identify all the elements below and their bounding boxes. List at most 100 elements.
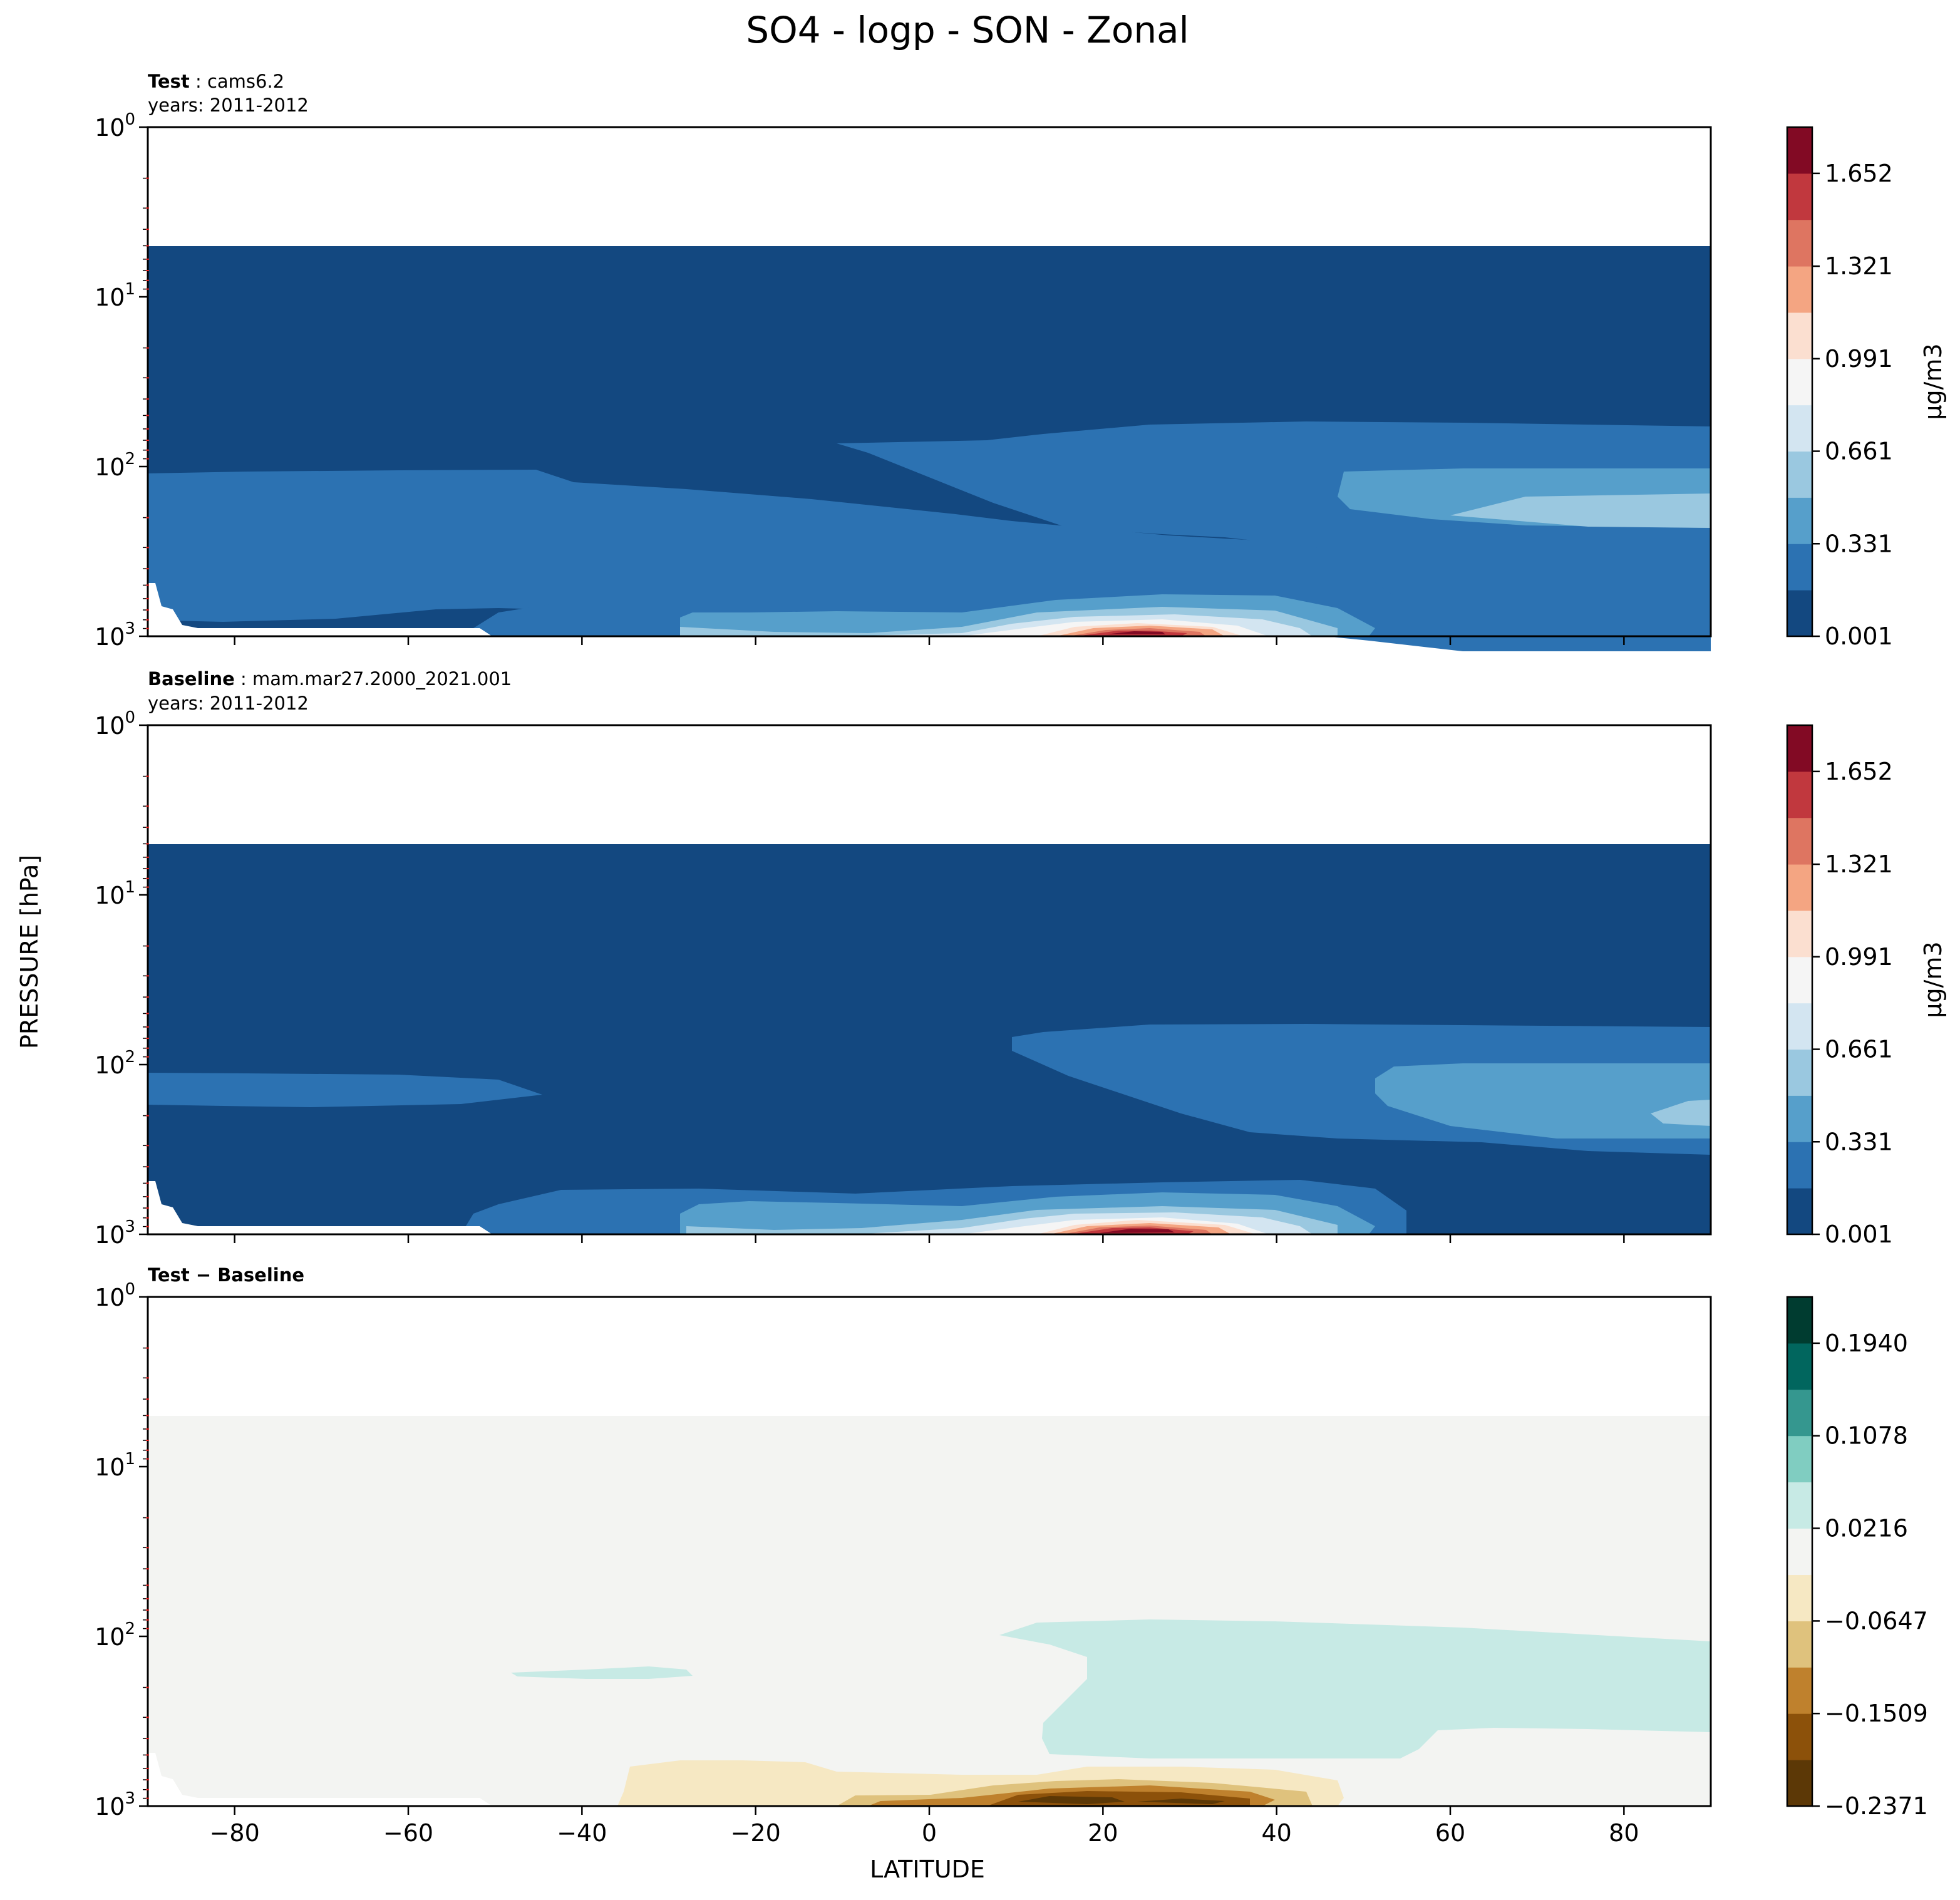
colorbar-tick-label: 0.331 xyxy=(1825,1128,1893,1155)
colorbar-swatch xyxy=(1787,1142,1812,1189)
y-tick-label: 102 xyxy=(95,1048,135,1079)
x-tick-label: −40 xyxy=(557,1819,607,1847)
y-tick-label: 103 xyxy=(95,1789,135,1820)
colorbar-swatch xyxy=(1787,725,1812,772)
colorbar-swatch xyxy=(1787,817,1812,865)
y-tick-exponent: 3 xyxy=(125,619,135,638)
colorbar-swatch xyxy=(1787,127,1812,174)
colorbar-tick-label: 0.661 xyxy=(1825,438,1893,465)
panel-baseline-years: years: 2011-2012 xyxy=(148,693,309,714)
field-negative-5 xyxy=(1018,1796,1125,1804)
colorbar-tick-label: −0.2371 xyxy=(1825,1792,1928,1820)
colorbar-swatch xyxy=(1787,544,1812,591)
colorbar-swatch xyxy=(1787,1343,1812,1390)
colorbar-tick-label: 0.001 xyxy=(1825,1221,1893,1248)
colorbar-swatch xyxy=(1787,1621,1812,1668)
x-tick-label: −20 xyxy=(731,1819,781,1847)
colorbar-swatch xyxy=(1787,1095,1812,1142)
field-negative-6 xyxy=(1137,1799,1225,1804)
y-tick-exponent: 0 xyxy=(125,708,135,727)
panel-test: Test : cams6.2 years: 2011-2012 10010110… xyxy=(95,71,1947,651)
x-tick-label: 80 xyxy=(1609,1819,1639,1847)
y-axis-label: PRESSURE [hPa] xyxy=(16,855,43,1049)
panel-baseline-xticks xyxy=(234,1234,1625,1243)
y-tick-base: 10 xyxy=(95,1051,125,1079)
panel-diff-label-bold: Test − Baseline xyxy=(148,1264,304,1286)
y-tick-exponent: 2 xyxy=(125,1619,135,1638)
y-tick-label: 100 xyxy=(95,1280,135,1311)
colorbar-frame xyxy=(1786,724,1813,1236)
field-nh-lighter xyxy=(1450,493,1711,528)
field-positive-sh xyxy=(511,1666,693,1679)
y-tick-base: 10 xyxy=(95,882,125,909)
colorbar-tick-label: 1.652 xyxy=(1825,160,1893,187)
x-axis-label: LATITUDE xyxy=(870,1856,985,1883)
x-tick-label: 40 xyxy=(1261,1819,1291,1847)
figure-title: SO4 - logp - SON - Zonal xyxy=(746,9,1189,51)
colorbar-frame xyxy=(1786,1296,1813,1807)
x-tick-label: 20 xyxy=(1088,1819,1118,1847)
colorbar-swatch xyxy=(1787,956,1812,1004)
panel-test-label: Test : cams6.2 xyxy=(148,71,284,92)
y-tick-label: 101 xyxy=(95,878,135,909)
colorbar-tick-label: −0.1509 xyxy=(1825,1700,1928,1727)
panel-diff-colorbar: −0.2371 −0.1509 −0.0647 0.0216 0.1078 0.1940 xyxy=(1786,1296,1928,1820)
y-tick-base: 10 xyxy=(95,1793,125,1820)
y-tick-exponent: 1 xyxy=(125,878,135,897)
field-base xyxy=(148,1416,1711,1806)
panel-test-colorbar: 0.001 0.331 0.661 0.991 1.321 1.652 µg/m3 xyxy=(1786,126,1947,650)
y-tick-label: 100 xyxy=(95,708,135,740)
panel-test-field xyxy=(148,246,1711,651)
colorbar-tick-label: 1.321 xyxy=(1825,252,1893,280)
y-tick-base: 10 xyxy=(95,284,125,311)
colorbar-swatch xyxy=(1787,1482,1812,1529)
y-tick-label: 101 xyxy=(95,280,135,311)
y-tick-base: 10 xyxy=(95,712,125,740)
panel-diff-label: Test − Baseline xyxy=(148,1264,304,1286)
colorbar-tick-label: −0.0647 xyxy=(1825,1607,1928,1634)
y-tick-label: 103 xyxy=(95,619,135,651)
panel-test-label-bold: Test xyxy=(148,71,190,92)
colorbar-swatch xyxy=(1787,1435,1812,1483)
y-tick-exponent: 2 xyxy=(125,1048,135,1066)
field-core-max xyxy=(1106,631,1165,634)
colorbar-swatch xyxy=(1787,173,1812,220)
colorbar-swatch xyxy=(1787,1003,1812,1050)
x-tick-label: −80 xyxy=(210,1819,260,1847)
y-tick-exponent: 1 xyxy=(125,280,135,299)
panel-test-label-rest: : cams6.2 xyxy=(195,71,284,92)
colorbar-swatch xyxy=(1787,1713,1812,1760)
colorbar-tick-label: 0.331 xyxy=(1825,530,1893,557)
x-tick-label: −60 xyxy=(383,1819,433,1847)
colorbar-swatch xyxy=(1787,1574,1812,1621)
colorbar-tick-label: 0.991 xyxy=(1825,943,1893,971)
colorbar-swatch xyxy=(1787,864,1812,911)
field-nh-lighter xyxy=(1651,1100,1711,1126)
colorbar-swatch xyxy=(1787,312,1812,359)
field-sh-band xyxy=(148,1073,542,1249)
panel-diff-xticks: −80 −60 −40 −20 0 20 40 60 80 xyxy=(210,1806,1639,1847)
field-core-max xyxy=(1100,1229,1175,1233)
colorbar-swatch xyxy=(1787,590,1812,637)
y-tick-label: 101 xyxy=(95,1450,135,1481)
colorbar-tick-label: 0.1940 xyxy=(1825,1329,1908,1357)
x-tick-label: 0 xyxy=(922,1819,937,1847)
colorbar-swatch xyxy=(1787,451,1812,498)
colorbar-swatch xyxy=(1787,405,1812,452)
colorbar-tick-label: 1.321 xyxy=(1825,850,1893,878)
y-tick-base: 10 xyxy=(95,623,125,651)
colorbar-swatch xyxy=(1787,1049,1812,1096)
colorbar-tick-label: 0.661 xyxy=(1825,1036,1893,1063)
field-positive-upper xyxy=(999,1619,1711,1758)
colorbar-tick-label: 1.652 xyxy=(1825,758,1893,785)
colorbar-swatch xyxy=(1787,1188,1812,1235)
colorbar-frame xyxy=(1786,126,1813,638)
panel-baseline-label-rest: : mam.mar27.2000_2021.001 xyxy=(240,668,512,689)
panel-baseline-colorbar: 0.001 0.331 0.661 0.991 1.321 1.652 µg/m3 xyxy=(1786,724,1947,1248)
y-tick-exponent: 3 xyxy=(125,1789,135,1808)
colorbar-swatch xyxy=(1787,358,1812,406)
x-tick-label: 60 xyxy=(1435,1819,1465,1847)
